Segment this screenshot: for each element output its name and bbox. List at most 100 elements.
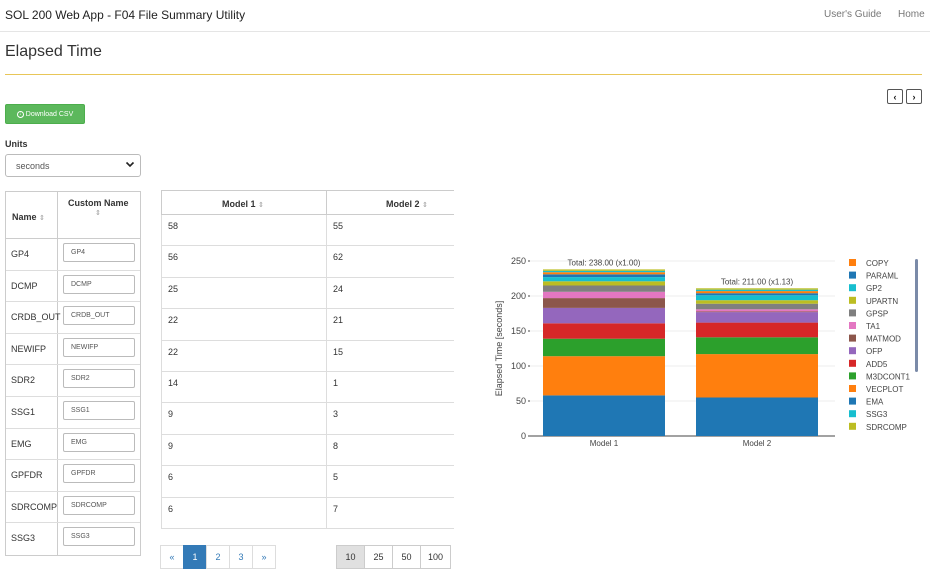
pagination: « 1 2 3 » [160,545,276,569]
chevron-down-icon [125,161,135,168]
legend-swatch [849,309,856,317]
bar-segment [543,269,665,271]
page-size-50[interactable]: 50 [392,545,421,569]
total-annotation: Total: 238.00 (x1.00) [568,258,641,267]
home-link[interactable]: Home [898,9,925,20]
page-size-25[interactable]: 25 [364,545,393,569]
cell-model-2: 5 [327,466,454,496]
sort-icon: ⇕ [422,202,428,209]
cell-model-2: 24 [327,278,454,308]
row-name-cell: GPFDR [6,460,58,491]
page-size-10[interactable]: 10 [336,545,365,569]
custom-name-input[interactable] [63,369,135,389]
y-tick-label: 100 [511,361,526,371]
download-csv-label: Download CSV [25,110,74,118]
next-arrow-button[interactable]: › [906,89,922,104]
row-name-cell: SSG1 [6,396,58,428]
row-name: EMG [11,438,32,449]
cell-model-2: 8 [327,435,454,465]
legend-label: COPY [866,259,889,268]
custom-name-input[interactable] [63,527,135,547]
cell-model-2: 1 [327,372,454,402]
cell-model-2: 15 [327,341,454,371]
row-name: SDR2 [11,375,36,386]
custom-name-input[interactable] [63,464,135,484]
navbar: SOL 200 Web App - F04 File Summary Utili… [0,0,930,32]
row-name-cell: CRDB_OUT [6,302,61,333]
legend-label: SSG3 [866,410,888,419]
name-column-header[interactable]: Name ⇕ [6,192,58,238]
legend-swatch [849,296,856,304]
name-table-header: Name ⇕ Custom Name ⇕ [6,192,140,239]
custom-name-header-label: Custom Name [68,198,129,208]
page-size-100[interactable]: 100 [420,545,451,569]
bar-segment [543,395,665,436]
table-row: 25 24 [161,277,454,310]
title-divider [5,74,922,75]
table-row: SDR2 [6,365,140,397]
sort-icon: ⇕ [39,215,45,222]
legend-label: EMA [866,398,884,407]
row-custom-cell [58,302,140,333]
table-row: DCMP [6,270,140,303]
table-row: 56 62 [161,246,454,278]
custom-name-input[interactable] [63,432,135,452]
cell-model-1: 9 [161,403,327,434]
bar-segment [696,303,818,310]
row-custom-cell [58,365,140,396]
legend-swatch [849,422,856,430]
pagination-page-3[interactable]: 3 [229,545,253,569]
download-icon: ↓ [16,110,24,118]
pagination-page-2[interactable]: 2 [206,545,230,569]
table-row: SDRCOMP [6,491,140,524]
cell-model-1: 22 [161,309,327,340]
cell-model-1: 22 [161,340,327,371]
bar-segment [543,338,665,357]
pagination-prev[interactable]: « [160,545,184,569]
custom-name-input[interactable] [63,274,135,294]
users-guide-link[interactable]: User's Guide [824,9,882,20]
bar-segment [543,274,665,278]
row-name-cell: SDRCOMP [6,491,58,523]
bar-segment [696,397,818,436]
row-name: CRDB_OUT [11,312,61,323]
bar-segment [696,295,818,301]
column-header-model-1[interactable]: Model 1 ⇕ [161,191,327,214]
y-tick-label: 0 [521,431,526,441]
bar-segment [696,291,818,294]
custom-name-input[interactable] [63,337,135,357]
legend-swatch [849,359,856,367]
pagination-page-1[interactable]: 1 [183,545,207,569]
custom-name-input[interactable] [63,400,135,420]
bar-segment [543,270,665,273]
cell-model-1: 58 [161,215,327,246]
pagination-next[interactable]: » [252,545,276,569]
cell-model-1: 9 [161,434,327,466]
custom-name-input[interactable] [63,495,135,515]
row-name: SSG3 [11,533,36,544]
y-tick-label: 50 [516,396,526,406]
units-select[interactable]: seconds [5,154,141,177]
cell-model-2: 21 [327,309,454,339]
bar-segment [696,312,818,323]
row-custom-cell [58,460,140,491]
custom-name-input[interactable] [63,243,135,262]
bar-segment [543,323,665,339]
download-csv-button[interactable]: ↓ Download CSV [5,104,85,124]
bar-segment [696,322,818,338]
column-header-model-2[interactable]: Model 2 ⇕ [327,191,454,214]
app-brand[interactable]: SOL 200 Web App - F04 File Summary Utili… [5,8,246,22]
cell-model-2: 7 [327,498,454,528]
plot-nav: ‹ › [887,89,922,104]
sort-icon: ⇕ [258,202,264,209]
prev-arrow-button[interactable]: ‹ [887,89,903,104]
cell-model-2: 62 [327,246,454,276]
row-name: GPFDR [11,470,43,481]
custom-name-input[interactable] [63,306,135,326]
row-custom-cell [58,271,140,302]
custom-name-column-header[interactable]: Custom Name ⇕ [58,192,140,238]
x-tick-label: Model 1 [590,439,619,448]
legend-label: MATMOD [866,335,901,344]
